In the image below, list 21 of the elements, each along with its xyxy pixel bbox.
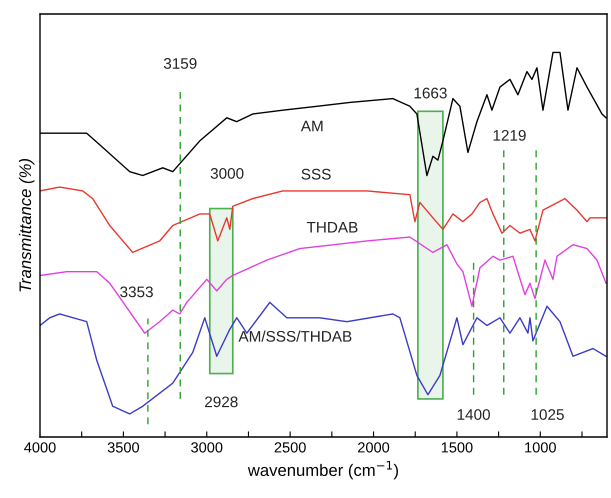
- ref-line-label: 1400: [458, 409, 490, 420]
- band-label: 2928: [205, 396, 238, 408]
- series-label: THDAB: [306, 222, 358, 233]
- x-tick-label: 3500: [108, 442, 140, 453]
- annotation: 3000: [210, 168, 244, 179]
- ref-line-label: 3159: [164, 58, 197, 69]
- x-tick-label: 4000: [24, 442, 56, 453]
- band-label: 1663: [414, 88, 447, 98]
- series-label: SSS: [302, 168, 331, 180]
- x-tick-label: 1500: [442, 442, 473, 453]
- x-axis-title: wavenumber (cm$^{−1}$): [248, 461, 398, 480]
- x-tick-label: 2500: [274, 442, 306, 453]
- x-tick-label: 3000: [191, 442, 222, 453]
- ref-line-label: 1219: [494, 130, 526, 141]
- series-label: AM/SSS/THDAB: [238, 330, 352, 342]
- series-label: AM: [300, 120, 322, 132]
- y-axis-title: Transmittance (%): [18, 159, 34, 292]
- ref-line-label: 3353: [120, 286, 153, 298]
- ref-line-label: 1025: [532, 409, 564, 420]
- x-tick-label: 1000: [525, 442, 556, 453]
- x-tick-label: 2000: [358, 442, 390, 453]
